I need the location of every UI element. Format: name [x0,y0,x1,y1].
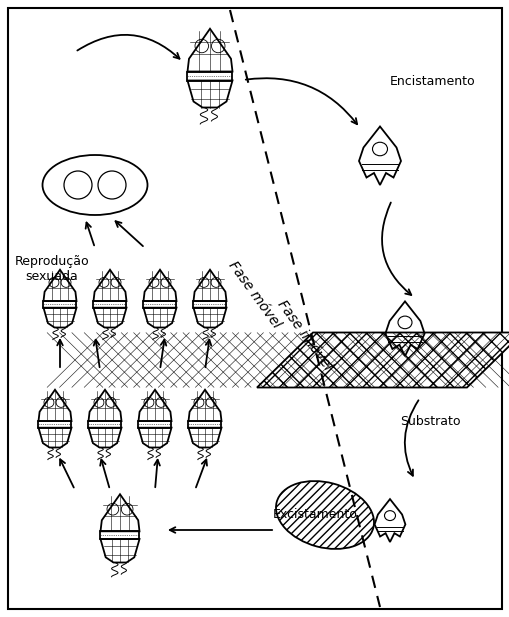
Polygon shape [257,333,509,387]
Ellipse shape [275,481,373,549]
Text: Reprodução
sexuada: Reprodução sexuada [15,255,89,283]
Text: Substrato: Substrato [399,415,460,428]
Text: Excistamento: Excistamento [272,508,357,521]
Text: Encistamento: Encistamento [389,75,475,88]
Text: Fase móvel: Fase móvel [225,259,284,331]
Text: Fase imóvel: Fase imóvel [274,297,334,373]
